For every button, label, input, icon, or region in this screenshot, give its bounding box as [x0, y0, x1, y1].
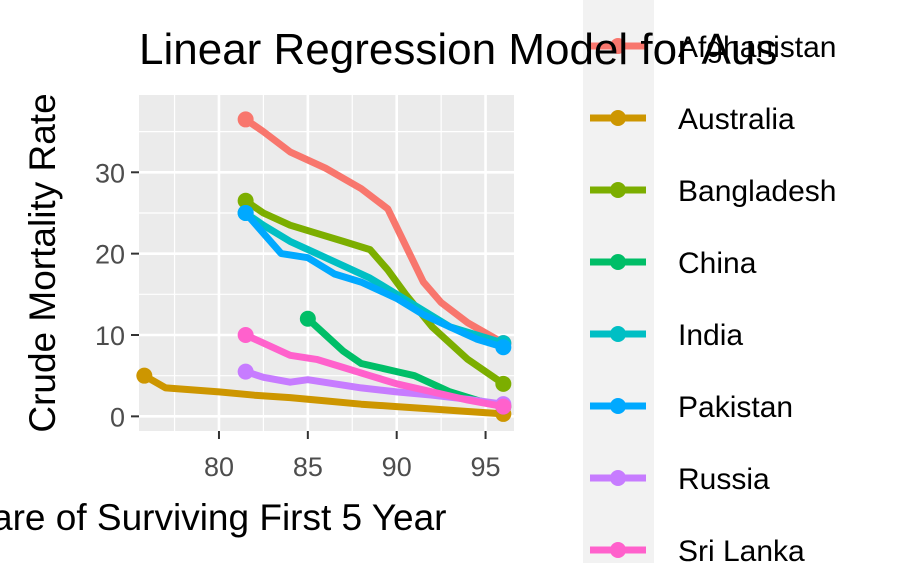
- legend-item: Sri Lanka: [590, 535, 805, 563]
- series-point-sri-lanka: [495, 398, 512, 415]
- x-tick-label: 80: [204, 452, 234, 482]
- legend-key-point: [610, 110, 626, 126]
- series-point-china: [299, 310, 316, 327]
- legend-item: Bangladesh: [590, 175, 836, 208]
- legend: Afghanistan Australia Bangladesh China India…: [590, 31, 836, 563]
- x-axis-ticks: 80 85 90 95: [204, 431, 501, 482]
- y-axis-label: Crude Mortality Rate: [22, 93, 63, 432]
- y-axis-ticks: 0 10 20 30: [95, 158, 139, 432]
- series-line-pakistan: [242, 209, 507, 351]
- series-point-pakistan: [495, 339, 512, 356]
- series-line-sri-lanka: [242, 331, 507, 411]
- x-axis-label: are of Surviving First 5 Year: [0, 497, 447, 538]
- legend-item: India: [590, 319, 743, 352]
- legend-label: Sri Lanka: [678, 535, 805, 563]
- legend-label: Australia: [678, 103, 795, 136]
- series-point-bangladesh: [237, 192, 254, 209]
- y-tick-label: 0: [110, 402, 125, 432]
- series-point-russia: [237, 363, 254, 380]
- grid-minor: [139, 95, 514, 431]
- legend-key-point: [610, 182, 626, 198]
- panel-background: [139, 95, 514, 431]
- series-line-afghanistan: [242, 115, 507, 347]
- y-tick-label: 20: [95, 240, 125, 270]
- legend-item: Afghanistan: [590, 31, 836, 64]
- legend-label: India: [678, 319, 743, 352]
- legend-item: Australia: [590, 103, 795, 136]
- chart-title: Linear Regression Model for Aus: [139, 25, 777, 74]
- series-layer: [136, 111, 512, 422]
- x-tick-label: 90: [382, 452, 412, 482]
- series-point-pakistan: [237, 204, 254, 221]
- legend-key-point: [610, 542, 626, 558]
- legend-item: Pakistan: [590, 391, 793, 424]
- legend-background: [583, 0, 654, 563]
- legend-key-point: [610, 470, 626, 486]
- series-line-australia: [140, 372, 507, 418]
- y-tick-label: 10: [95, 321, 125, 351]
- x-tick-label: 95: [471, 452, 501, 482]
- legend-key-point: [610, 326, 626, 342]
- series-point-afghanistan: [237, 111, 254, 128]
- legend-key-point: [610, 398, 626, 414]
- series-line-bangladesh: [242, 197, 507, 388]
- series-point-australia: [136, 367, 153, 384]
- legend-label: Russia: [678, 463, 770, 496]
- series-point-bangladesh: [495, 375, 512, 392]
- legend-label: Afghanistan: [678, 31, 836, 64]
- legend-item: China: [590, 247, 757, 280]
- legend-label: China: [678, 247, 757, 280]
- y-tick-label: 30: [95, 158, 125, 188]
- legend-key-point: [610, 254, 626, 270]
- legend-key-point: [610, 38, 626, 54]
- series-point-sri-lanka: [237, 327, 254, 343]
- x-tick-label: 85: [293, 452, 323, 482]
- legend-label: Pakistan: [678, 391, 793, 424]
- legend-label: Bangladesh: [678, 175, 836, 208]
- legend-item: Russia: [590, 463, 770, 496]
